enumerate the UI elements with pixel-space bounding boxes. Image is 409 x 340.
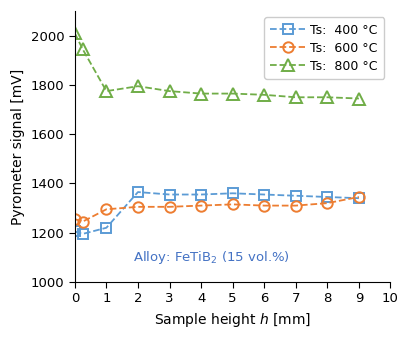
- Ts:  800 °C: (1, 1.78e+03): 800 °C: (1, 1.78e+03): [104, 89, 109, 93]
- Ts:  400 °C: (2, 1.36e+03): 400 °C: (2, 1.36e+03): [135, 190, 140, 194]
- Ts:  800 °C: (6, 1.76e+03): 800 °C: (6, 1.76e+03): [261, 93, 266, 97]
- Ts:  800 °C: (9, 1.74e+03): 800 °C: (9, 1.74e+03): [355, 97, 360, 101]
- Line: Ts:  600 °C: Ts: 600 °C: [70, 192, 363, 227]
- Ts:  600 °C: (2, 1.3e+03): 600 °C: (2, 1.3e+03): [135, 205, 140, 209]
- Ts:  400 °C: (9, 1.34e+03): 400 °C: (9, 1.34e+03): [355, 196, 360, 200]
- Ts:  400 °C: (1, 1.22e+03): 400 °C: (1, 1.22e+03): [104, 226, 109, 230]
- Ts:  600 °C: (0.25, 1.24e+03): 600 °C: (0.25, 1.24e+03): [80, 220, 85, 224]
- Ts:  600 °C: (6, 1.31e+03): 600 °C: (6, 1.31e+03): [261, 204, 266, 208]
- Ts:  800 °C: (0.25, 1.94e+03): 800 °C: (0.25, 1.94e+03): [80, 47, 85, 51]
- Ts:  600 °C: (1, 1.3e+03): 600 °C: (1, 1.3e+03): [104, 207, 109, 211]
- Ts:  600 °C: (4, 1.31e+03): 600 °C: (4, 1.31e+03): [198, 204, 203, 208]
- Ts:  400 °C: (8, 1.34e+03): 400 °C: (8, 1.34e+03): [324, 195, 329, 199]
- Ts:  400 °C: (4, 1.36e+03): 400 °C: (4, 1.36e+03): [198, 192, 203, 197]
- Ts:  800 °C: (4, 1.76e+03): 800 °C: (4, 1.76e+03): [198, 91, 203, 96]
- X-axis label: Sample height $h$ [mm]: Sample height $h$ [mm]: [154, 311, 310, 329]
- Line: Ts:  800 °C: Ts: 800 °C: [69, 28, 364, 104]
- Ts:  400 °C: (0, 1.2e+03): 400 °C: (0, 1.2e+03): [72, 230, 77, 234]
- Ts:  800 °C: (5, 1.76e+03): 800 °C: (5, 1.76e+03): [229, 91, 234, 96]
- Legend: Ts:  400 °C, Ts:  600 °C, Ts:  800 °C: Ts: 400 °C, Ts: 600 °C, Ts: 800 °C: [263, 17, 383, 79]
- Y-axis label: Pyrometer signal [mV]: Pyrometer signal [mV]: [11, 68, 25, 225]
- Text: Alloy: FeTiB$_2$ (15 vol.%): Alloy: FeTiB$_2$ (15 vol.%): [132, 249, 289, 266]
- Ts:  800 °C: (3, 1.78e+03): 800 °C: (3, 1.78e+03): [166, 89, 171, 93]
- Ts:  600 °C: (8, 1.32e+03): 600 °C: (8, 1.32e+03): [324, 201, 329, 205]
- Ts:  400 °C: (6, 1.36e+03): 400 °C: (6, 1.36e+03): [261, 192, 266, 197]
- Line: Ts:  400 °C: Ts: 400 °C: [70, 187, 363, 239]
- Ts:  600 °C: (5, 1.32e+03): 600 °C: (5, 1.32e+03): [229, 202, 234, 206]
- Ts:  600 °C: (9, 1.34e+03): 600 °C: (9, 1.34e+03): [355, 195, 360, 199]
- Ts:  600 °C: (0, 1.26e+03): 600 °C: (0, 1.26e+03): [72, 217, 77, 221]
- Ts:  600 °C: (3, 1.3e+03): 600 °C: (3, 1.3e+03): [166, 205, 171, 209]
- Ts:  800 °C: (7, 1.75e+03): 800 °C: (7, 1.75e+03): [292, 95, 297, 99]
- Ts:  400 °C: (3, 1.36e+03): 400 °C: (3, 1.36e+03): [166, 192, 171, 197]
- Ts:  600 °C: (7, 1.31e+03): 600 °C: (7, 1.31e+03): [292, 204, 297, 208]
- Ts:  800 °C: (8, 1.75e+03): 800 °C: (8, 1.75e+03): [324, 95, 329, 99]
- Ts:  400 °C: (7, 1.35e+03): 400 °C: (7, 1.35e+03): [292, 194, 297, 198]
- Ts:  400 °C: (5, 1.36e+03): 400 °C: (5, 1.36e+03): [229, 191, 234, 195]
- Ts:  400 °C: (0.25, 1.2e+03): 400 °C: (0.25, 1.2e+03): [80, 232, 85, 236]
- Ts:  800 °C: (0, 2.01e+03): 800 °C: (0, 2.01e+03): [72, 31, 77, 35]
- Ts:  800 °C: (2, 1.8e+03): 800 °C: (2, 1.8e+03): [135, 84, 140, 88]
